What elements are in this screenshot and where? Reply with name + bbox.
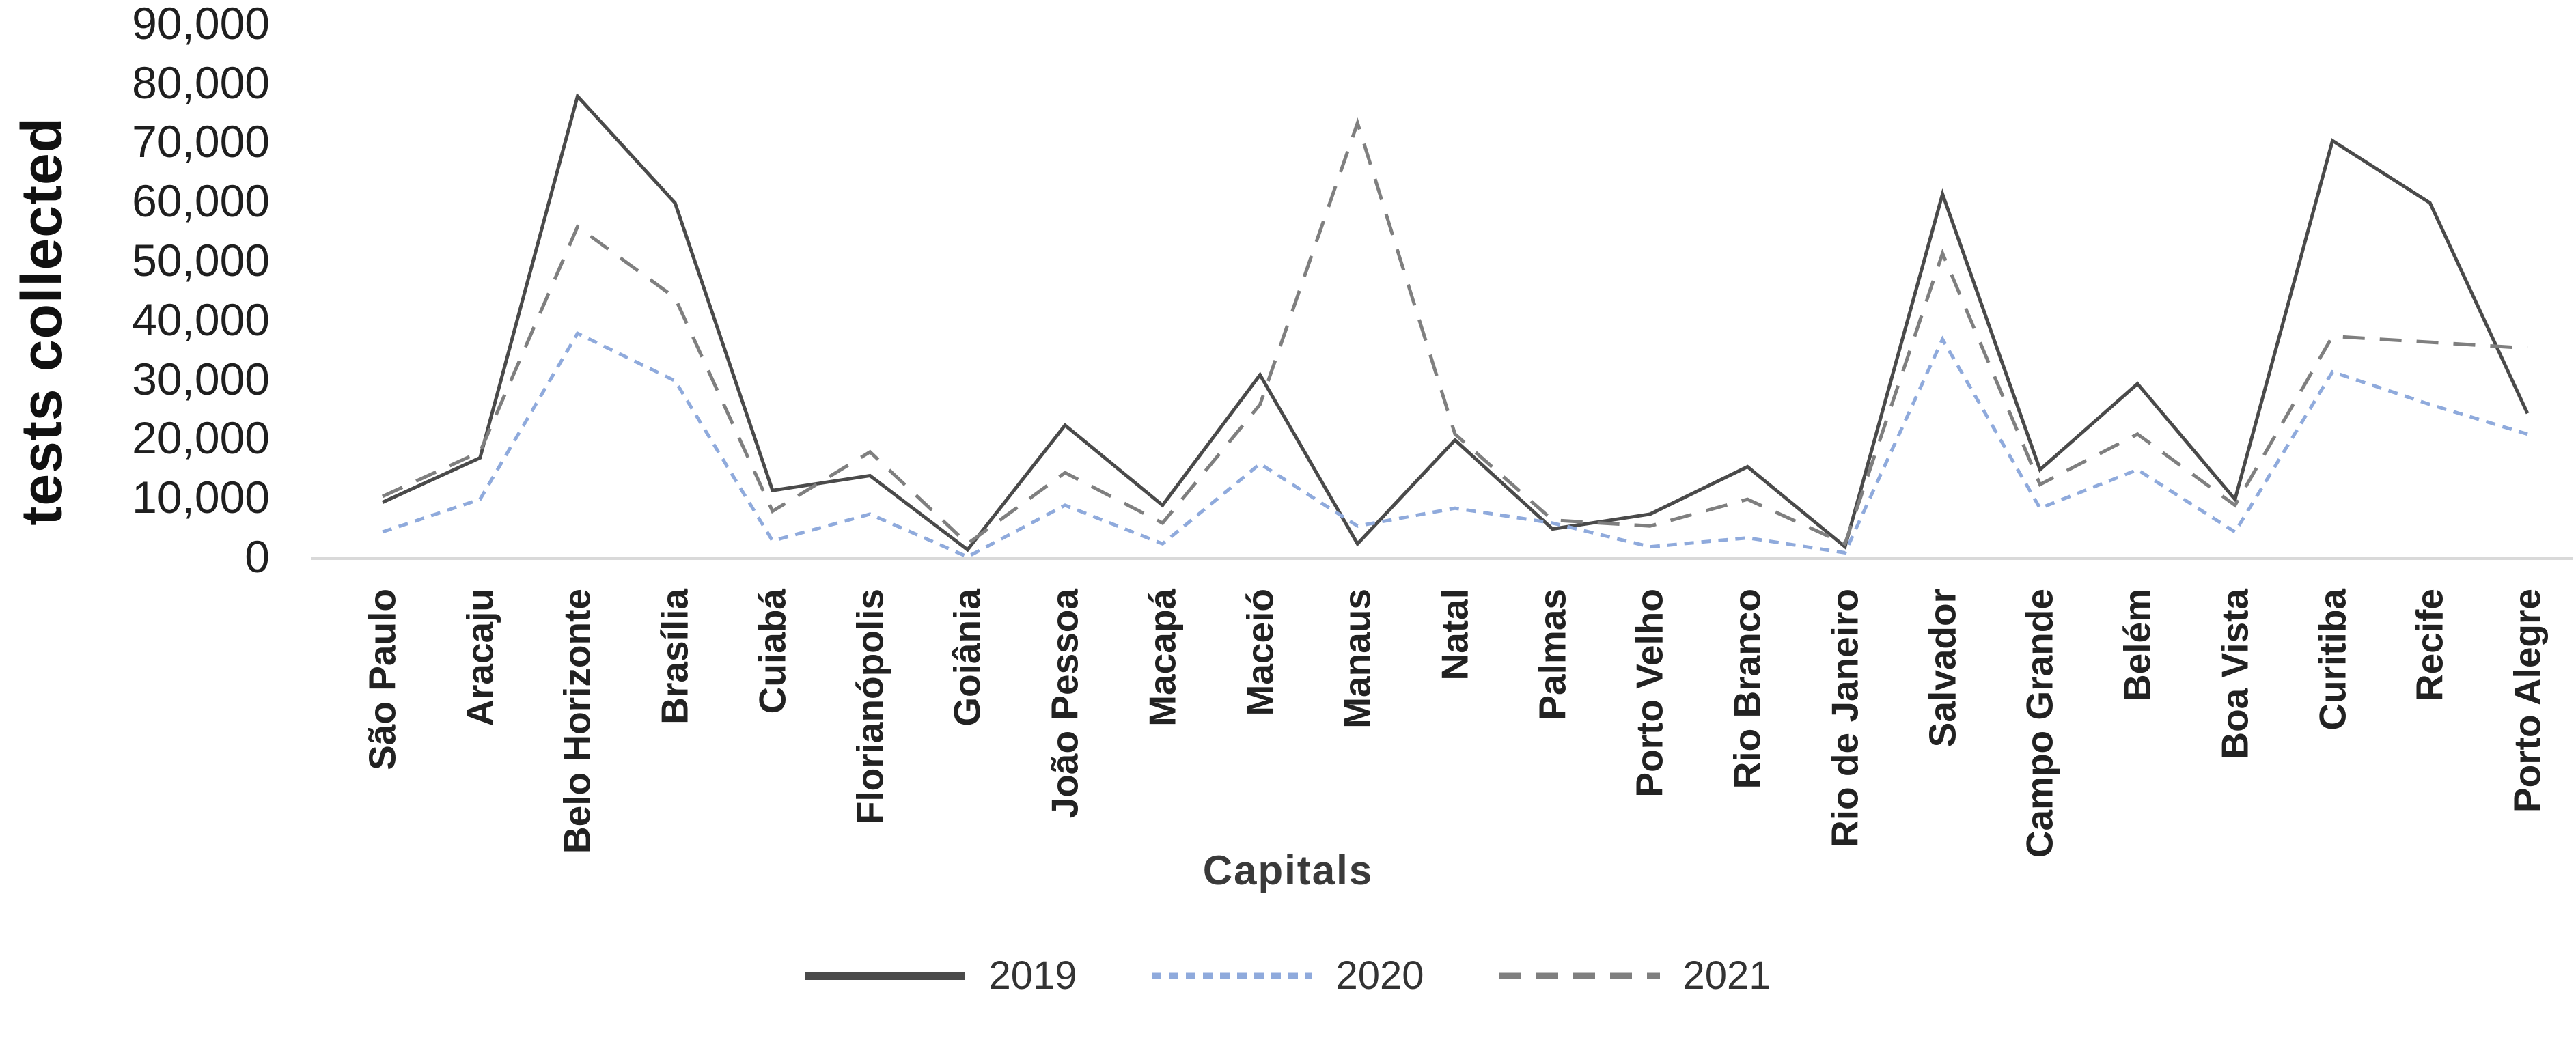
x-tick-label: Curitiba (2311, 589, 2354, 731)
y-tick-label: 20,000 (132, 412, 270, 464)
series-line-2020 (382, 331, 2528, 559)
x-tick-label: Rio Branco (1726, 589, 1769, 789)
x-tick-label: Belo Horizonte (555, 589, 598, 854)
legend-item-2020: 2020 (1152, 953, 1424, 998)
x-tick-label: Florianópolis (848, 589, 891, 825)
x-tick-label: Porto Velho (1628, 589, 1671, 798)
legend-swatch-2020 (1152, 972, 1313, 979)
y-tick-label: 40,000 (132, 294, 270, 345)
y-tick-label: 60,000 (132, 176, 270, 227)
x-tick-label: Palmas (1531, 589, 1574, 720)
legend-item-2019: 2019 (805, 953, 1077, 998)
x-tick-label: Aracaju (458, 589, 501, 727)
y-tick-label: 90,000 (132, 0, 270, 48)
x-tick-label: Manaus (1335, 589, 1379, 729)
legend-swatch-2021 (1499, 972, 1660, 979)
x-tick-label: Campo Grande (2018, 589, 2061, 858)
x-tick-label: Recife (2408, 589, 2451, 702)
legend-item-2021: 2021 (1499, 953, 1771, 998)
y-tick-label: 70,000 (132, 116, 270, 167)
series-line-2019 (381, 92, 2530, 552)
legend-label: 2021 (1682, 953, 1771, 998)
legend-label: 2020 (1335, 953, 1424, 998)
x-tick-label: Goiânia (945, 589, 988, 727)
x-tick-label: João Pessoa (1043, 589, 1086, 819)
legend-swatch-2019 (805, 971, 966, 980)
x-tick-label: Boa Vista (2213, 589, 2256, 759)
x-tick-label: Rio de Janeiro (1823, 589, 1866, 847)
x-tick-label: Macapá (1141, 589, 1184, 727)
x-tick-label: Porto Alegre (2506, 589, 2549, 813)
y-tick-label: 30,000 (132, 353, 270, 404)
x-tick-label: Salvador (1921, 589, 1964, 748)
x-tick-label: Brasília (653, 589, 696, 725)
x-tick-label: Maceió (1238, 589, 1282, 716)
y-tick-label: 10,000 (132, 472, 270, 523)
legend: 2019 2020 2021 (0, 953, 2576, 998)
legend-label: 2019 (988, 953, 1077, 998)
x-tick-label: Belém (2116, 589, 2159, 702)
y-tick-label: 80,000 (132, 57, 270, 108)
x-axis-title: Capitals (1202, 847, 1374, 893)
x-tick-label: São Paulo (361, 589, 404, 770)
x-tick-label: Natal (1433, 589, 1476, 681)
x-tick-label: Cuiabá (751, 589, 794, 714)
series-line-2021 (381, 117, 2528, 546)
y-tick-label: 0 (245, 531, 270, 582)
y-tick-label: 50,000 (132, 234, 270, 285)
